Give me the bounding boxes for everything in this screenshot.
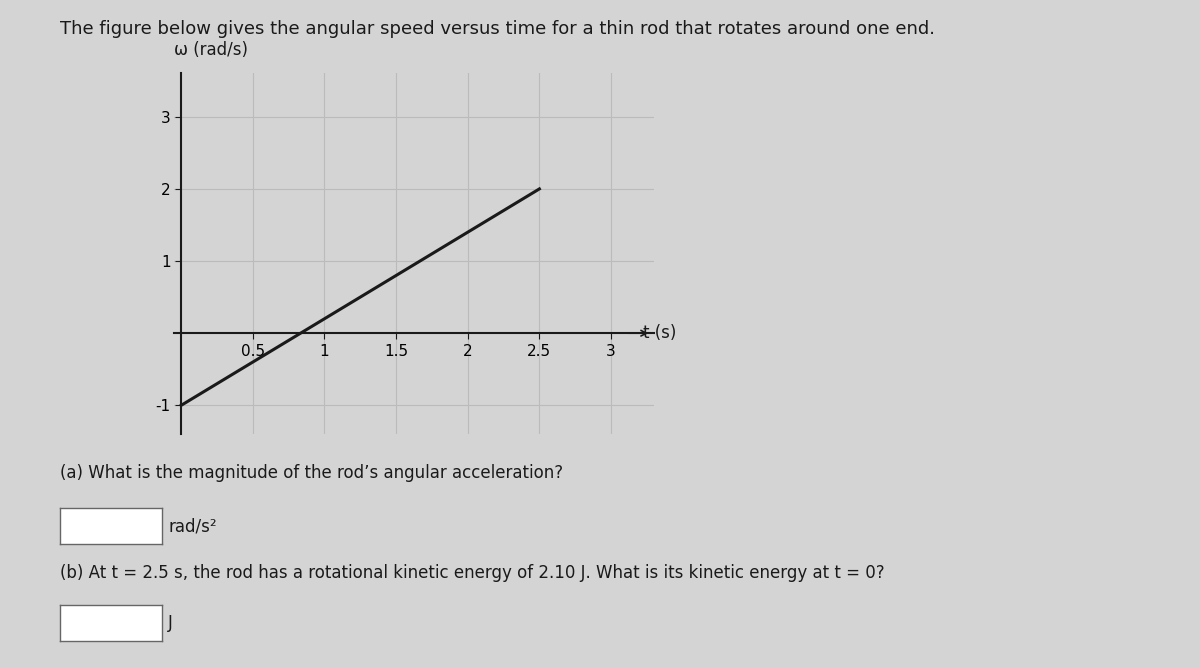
Text: ω (rad/s): ω (rad/s) [174, 41, 248, 59]
Text: (a) What is the magnitude of the rod’s angular acceleration?: (a) What is the magnitude of the rod’s a… [60, 464, 563, 482]
Text: (b) At t = 2.5 s, the rod has a rotational kinetic energy of 2.10 J. What is its: (b) At t = 2.5 s, the rod has a rotation… [60, 564, 884, 582]
Text: rad/s²: rad/s² [168, 517, 217, 535]
Text: t (s): t (s) [642, 324, 676, 342]
Text: J: J [168, 614, 173, 632]
Text: The figure below gives the angular speed versus time for a thin rod that rotates: The figure below gives the angular speed… [60, 20, 935, 38]
